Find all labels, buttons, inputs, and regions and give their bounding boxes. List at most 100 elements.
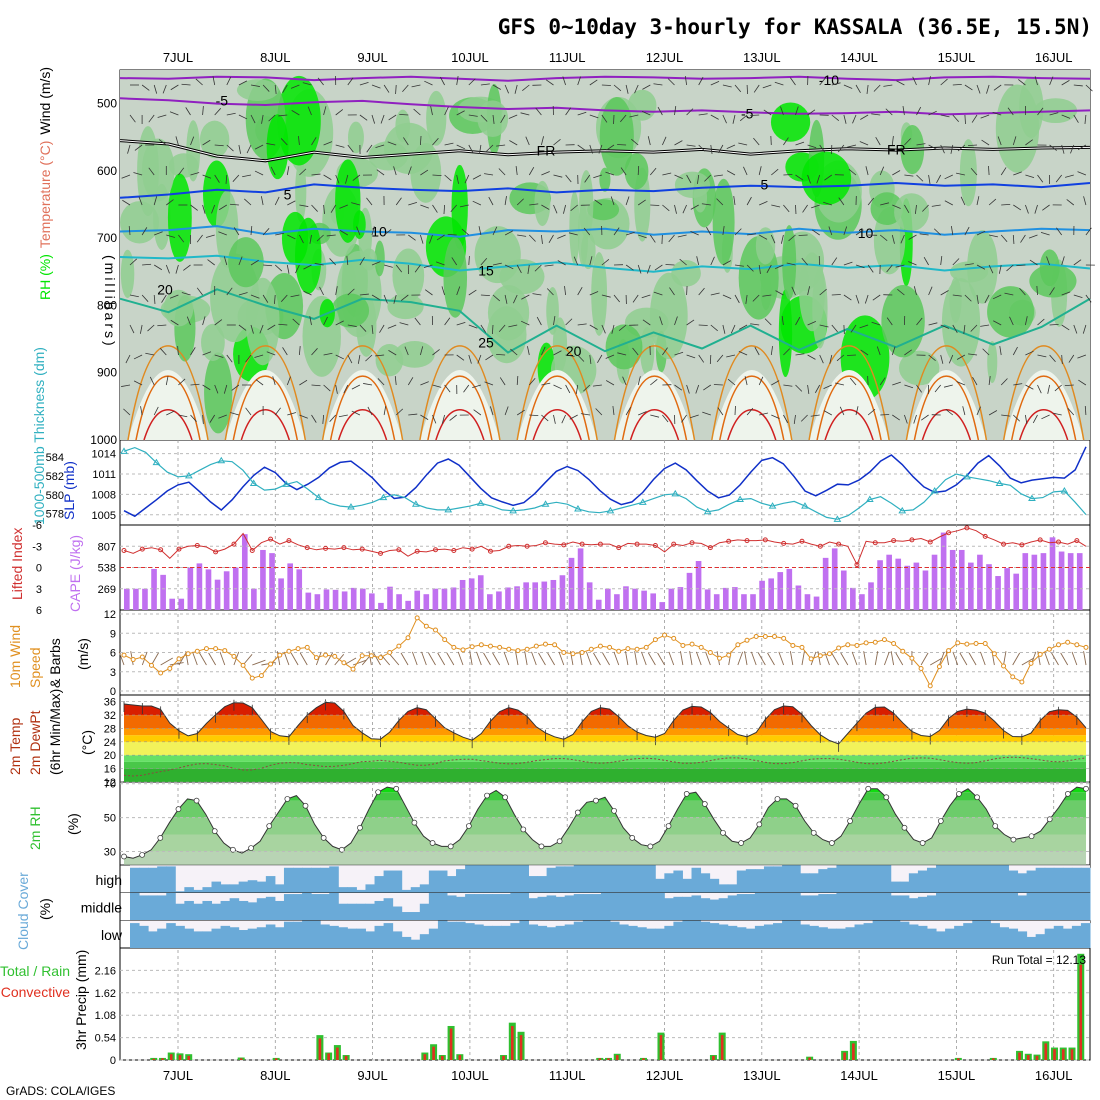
cloud-middle-bar <box>872 892 883 921</box>
cape-bar <box>949 549 956 610</box>
wind-barb <box>375 354 385 357</box>
wind-barb <box>480 257 488 266</box>
wind-barb <box>242 174 252 178</box>
wind-barb <box>904 174 914 177</box>
cloud-middle-bar <box>410 912 421 921</box>
thickness-point <box>314 493 323 501</box>
wind-barb <box>141 84 150 91</box>
wind-speed-point <box>854 642 860 648</box>
rh-point <box>266 823 273 829</box>
wind-barb <box>1012 136 1017 146</box>
wind-barb <box>299 204 309 207</box>
rh-point <box>320 835 327 841</box>
cloud-high-bar <box>456 869 466 893</box>
cloud-high-bar <box>247 880 258 893</box>
wind-speed-point <box>799 644 805 650</box>
wind-barb-10m <box>1044 651 1050 666</box>
wind-barb <box>282 84 288 93</box>
wind-barb <box>1000 378 1008 386</box>
wind-barb <box>988 198 997 206</box>
thickness-point <box>736 495 744 502</box>
wind-barb <box>934 384 942 393</box>
wind-speed-point <box>1056 642 1062 648</box>
wind-barb <box>913 286 917 296</box>
dry-dome <box>906 370 987 440</box>
cloud-middle-bar <box>392 906 403 921</box>
lifted-index-point <box>542 540 548 546</box>
temp-tick: 28 <box>104 723 116 735</box>
date-label-top: 14JUL <box>840 50 878 65</box>
cloud-low-bar <box>247 928 258 948</box>
wind-barb <box>763 109 772 116</box>
wind-barb-10m <box>1083 651 1087 666</box>
wind-barb <box>835 382 844 386</box>
lifted-index-point <box>561 542 567 548</box>
lifted-index-point <box>1037 537 1043 543</box>
wind-speed-point <box>762 633 768 639</box>
rh-patch <box>375 343 404 377</box>
cape-bar <box>786 568 793 610</box>
wind-speed-point <box>433 627 439 633</box>
lifted-index-point <box>927 539 933 545</box>
wind-speed-point <box>1083 644 1089 650</box>
cloud-low-bar <box>501 925 511 948</box>
wind-barb <box>504 196 507 206</box>
wind-barb <box>394 376 397 386</box>
cloud-middle-bar <box>347 903 357 921</box>
wind-barb <box>819 354 824 364</box>
wind-barb <box>133 380 143 386</box>
thickness-point <box>282 480 291 487</box>
wind-barb <box>936 174 942 184</box>
cloud-high-bar <box>628 865 638 893</box>
wind-barb <box>468 144 474 154</box>
cloud-middle-bar <box>546 895 557 921</box>
wind-barb <box>1007 107 1014 116</box>
cloud-middle-bar <box>1080 892 1091 921</box>
precip-conv-bar <box>991 1058 995 1060</box>
wind-barb <box>686 108 694 116</box>
wind-barb <box>371 261 381 266</box>
wind-barb <box>980 114 990 119</box>
diurnal-contour-25 <box>419 345 501 441</box>
wind-barb <box>1034 204 1038 214</box>
wind-barb <box>674 204 677 214</box>
isotherm-label: FR <box>887 141 906 157</box>
cape-bar <box>641 590 647 610</box>
wind-barb <box>662 136 667 146</box>
wind-barb <box>238 256 243 266</box>
cloud-high-bar <box>591 865 602 893</box>
rh-patch <box>894 193 929 232</box>
wind-barb <box>601 114 608 123</box>
diurnal-contour-35 <box>1018 408 1069 441</box>
temp-band <box>124 741 1086 756</box>
cape-bar <box>523 582 529 610</box>
wind-barb <box>1025 384 1034 390</box>
rh-point <box>447 843 454 850</box>
wind-barb <box>209 414 216 423</box>
panel-frame-prec <box>119 947 1091 1061</box>
wind-barb <box>956 381 966 386</box>
cloud-high-bar <box>954 865 964 893</box>
wind-barb <box>290 84 300 89</box>
temp-tick: 24 <box>104 737 116 749</box>
thickness-tick: 578 <box>46 509 64 521</box>
wind-barb <box>679 258 687 266</box>
wind-barb <box>1073 114 1079 123</box>
wind-barb <box>157 114 167 118</box>
wind-barb <box>762 294 772 297</box>
wind-barb <box>371 294 380 300</box>
wind-barb <box>976 230 986 236</box>
diurnal-contour-30 <box>816 375 882 441</box>
cloud-middle-bar <box>863 892 874 921</box>
cloud-middle-bar <box>682 896 693 921</box>
wind-barb <box>855 294 860 304</box>
cloud-middle-bar <box>881 892 892 921</box>
wind-barb <box>625 196 630 206</box>
cape-bar <box>804 594 811 610</box>
wind-barb <box>1047 384 1050 394</box>
cloud-high-bar <box>872 865 883 893</box>
wind-barb <box>968 353 978 356</box>
wind-barb <box>838 197 845 206</box>
lifted-index-point <box>909 537 915 543</box>
